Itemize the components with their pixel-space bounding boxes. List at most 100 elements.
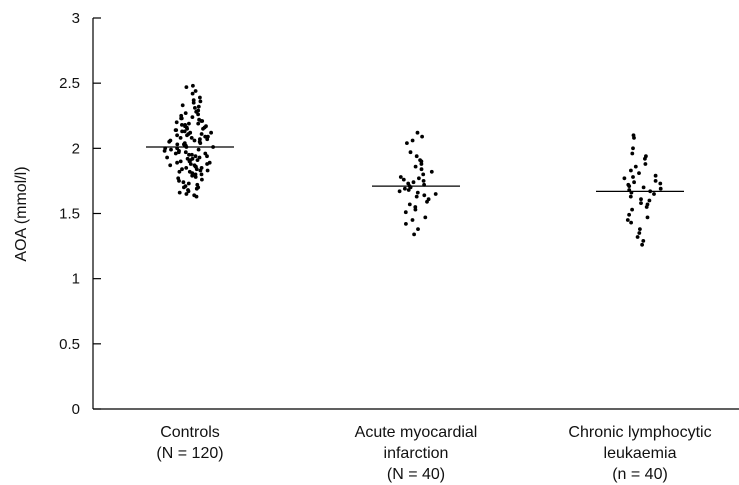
data-point xyxy=(410,218,415,222)
data-point xyxy=(185,156,190,161)
data-point xyxy=(628,194,633,199)
data-point xyxy=(414,194,419,199)
data-point xyxy=(415,130,420,135)
data-point xyxy=(205,162,210,166)
y-tick-label: 1 xyxy=(72,271,80,288)
data-point xyxy=(193,89,198,93)
category-labels: Controls (N = 120) Acute myocardial infarct… xyxy=(156,424,711,483)
data-point xyxy=(205,137,210,142)
data-point xyxy=(410,138,415,143)
data-point xyxy=(175,160,180,165)
data-point xyxy=(414,154,419,159)
data-point xyxy=(627,184,632,189)
data-point xyxy=(637,231,642,235)
data-point xyxy=(167,139,172,144)
data-point xyxy=(643,162,648,166)
data-point xyxy=(658,186,663,191)
data-point xyxy=(180,167,184,172)
data-point xyxy=(193,175,198,179)
data-point xyxy=(622,176,627,181)
data-point xyxy=(632,136,636,140)
data-point xyxy=(201,126,205,131)
data-point xyxy=(192,138,197,143)
data-point xyxy=(176,150,181,155)
data-point xyxy=(401,177,406,182)
data-point xyxy=(205,168,210,173)
data-point xyxy=(162,149,167,153)
data-point xyxy=(631,146,635,151)
data-point xyxy=(419,167,424,172)
category-label-line: infarction xyxy=(384,445,449,462)
data-point xyxy=(631,175,635,179)
data-point xyxy=(639,197,643,202)
data-point xyxy=(194,167,199,172)
category-label-line: leukaemia xyxy=(604,445,677,462)
data-point xyxy=(405,141,409,146)
category-label-line: Controls xyxy=(160,424,220,441)
data-point xyxy=(422,193,427,198)
data-point xyxy=(188,162,193,166)
data-point xyxy=(194,186,199,191)
data-point xyxy=(182,129,187,134)
data-point xyxy=(632,180,636,185)
data-point xyxy=(180,123,184,127)
data-point xyxy=(191,83,195,88)
data-point xyxy=(417,176,421,181)
data-point xyxy=(203,151,208,156)
data-point xyxy=(645,215,650,220)
group-1 xyxy=(372,130,460,237)
data-point xyxy=(200,177,204,182)
category-label-line: Acute myocardial xyxy=(355,424,478,441)
y-tick-label: 0.5 xyxy=(59,336,80,353)
data-point xyxy=(197,155,202,160)
data-point xyxy=(190,152,194,157)
data-point xyxy=(198,168,203,173)
data-point xyxy=(177,190,182,195)
data-point xyxy=(180,103,185,108)
data-point xyxy=(640,242,644,247)
data-point xyxy=(429,169,434,174)
data-point xyxy=(186,189,191,194)
data-point xyxy=(416,227,420,232)
y-tick-label: 2.5 xyxy=(59,75,80,92)
data-point xyxy=(186,181,191,186)
category-label-line: (N = 40) xyxy=(387,466,445,483)
data-point xyxy=(638,227,642,232)
data-point xyxy=(195,158,200,163)
data-point xyxy=(644,205,649,209)
data-point xyxy=(174,120,179,125)
data-point xyxy=(187,152,191,157)
data-point xyxy=(191,100,196,105)
data-point xyxy=(625,218,630,222)
data-point xyxy=(652,192,656,196)
data-point xyxy=(184,85,189,89)
data-point xyxy=(404,222,408,226)
data-point xyxy=(198,99,203,104)
data-point xyxy=(196,147,201,152)
data-point xyxy=(629,220,633,225)
data-point xyxy=(403,186,407,191)
data-point xyxy=(194,109,199,114)
y-ticks: 0 0.5 1 1.5 2 2.5 3 xyxy=(59,10,101,418)
data-point xyxy=(407,202,412,207)
data-point xyxy=(423,215,428,220)
data-point xyxy=(191,98,196,102)
data-point xyxy=(190,173,195,178)
data-point xyxy=(168,163,173,168)
data-point xyxy=(403,210,408,215)
data-point xyxy=(193,106,197,110)
data-point xyxy=(658,181,663,186)
data-point xyxy=(653,173,658,178)
data-point xyxy=(198,95,202,100)
data-point xyxy=(419,159,424,164)
y-axis: 0 0.5 1 1.5 2 2.5 3 xyxy=(59,10,101,418)
data-point xyxy=(633,164,638,169)
data-point xyxy=(205,154,209,159)
data-point xyxy=(629,168,633,173)
data-point xyxy=(637,171,641,176)
data-point xyxy=(641,185,646,190)
data-point xyxy=(196,104,201,109)
data-point xyxy=(411,180,416,185)
data-point xyxy=(185,126,190,131)
data-point xyxy=(639,201,643,206)
